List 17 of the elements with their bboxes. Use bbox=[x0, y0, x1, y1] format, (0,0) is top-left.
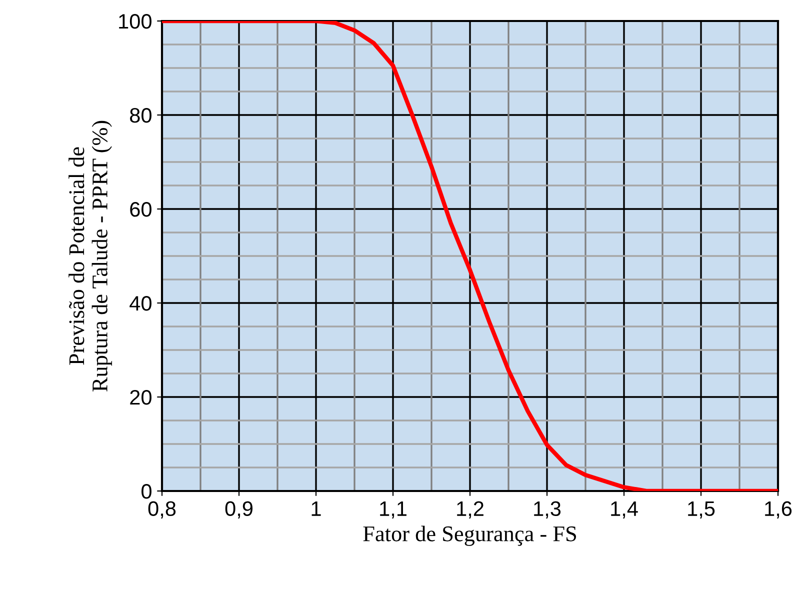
y-tick-label: 40 bbox=[130, 296, 152, 311]
y-tick-label: 80 bbox=[130, 108, 152, 123]
x-tick-label: 0,9 bbox=[225, 501, 252, 518]
x-tick-label: 1,3 bbox=[534, 501, 561, 518]
y-tick-label: 0 bbox=[142, 484, 152, 499]
y-axis-title: Previsão do Potencial de Ruptura de Talude - PPRT (%) bbox=[68, 120, 112, 392]
x-tick-label: 1,4 bbox=[611, 501, 638, 518]
x-tick-label: 1,2 bbox=[457, 501, 484, 518]
y-tick-label: 20 bbox=[130, 390, 152, 405]
y-tick-label: 100 bbox=[119, 14, 152, 29]
y-tick-label: 60 bbox=[130, 202, 152, 217]
x-tick-label: 0,8 bbox=[148, 501, 176, 518]
x-tick-label: 1 bbox=[312, 501, 321, 516]
x-tick-label: 1,1 bbox=[380, 501, 406, 518]
x-axis-title: Fator de Segurança - FS bbox=[363, 526, 576, 546]
x-tick-label: 1,5 bbox=[688, 501, 715, 518]
x-tick-label: 1,6 bbox=[765, 501, 792, 518]
